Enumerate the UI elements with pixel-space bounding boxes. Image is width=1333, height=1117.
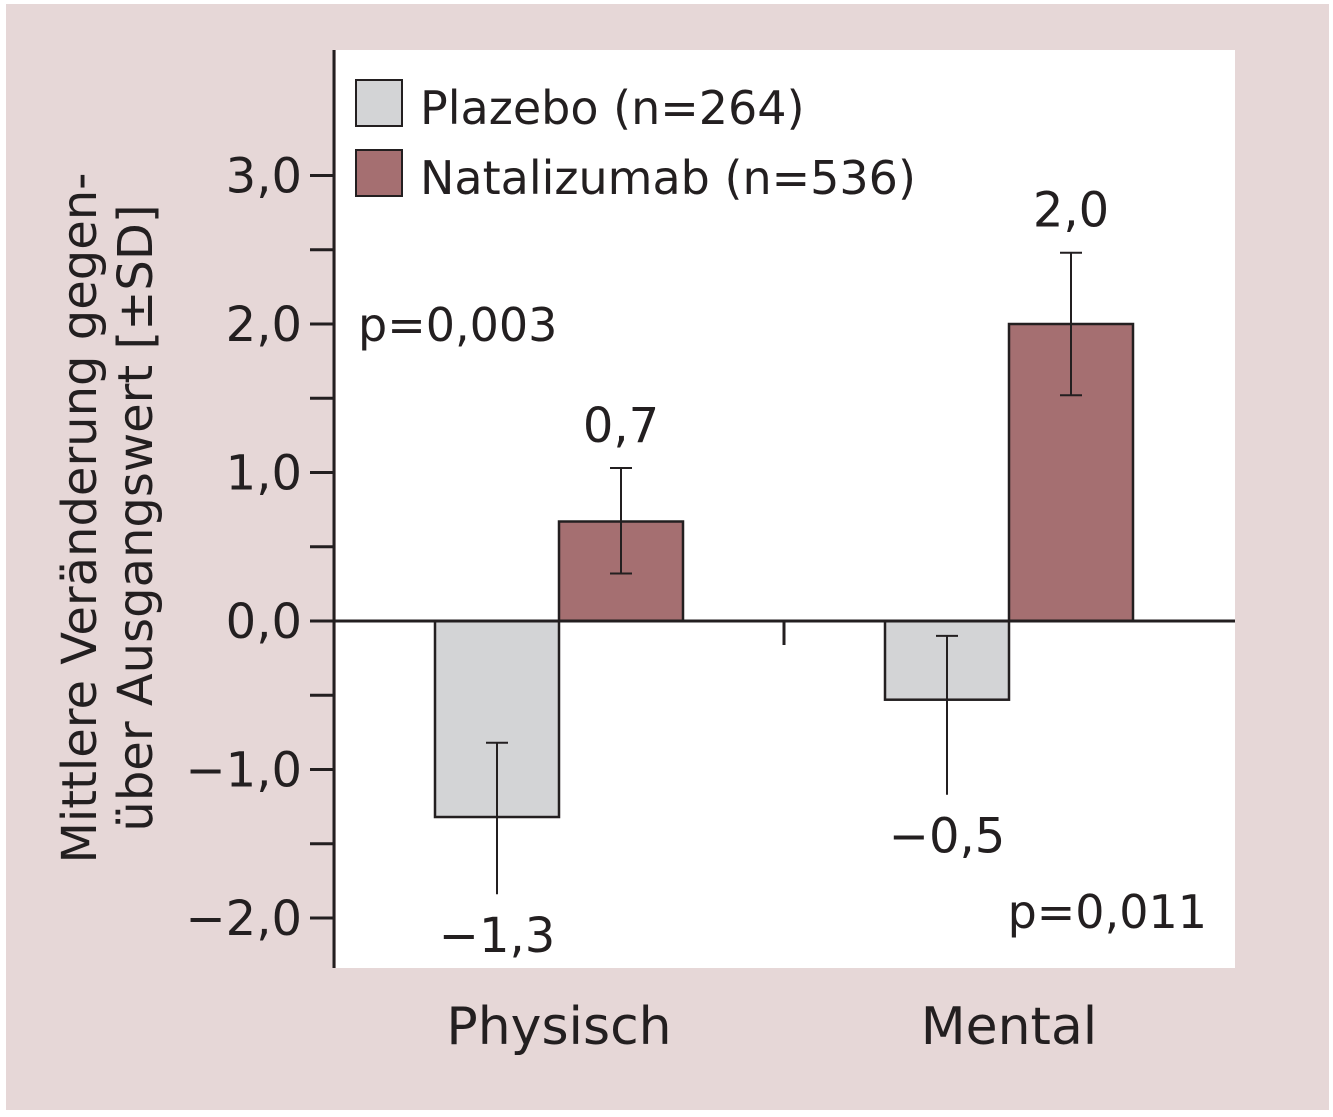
value-label-placebo: −0,5 xyxy=(889,809,1006,865)
p-value-physisch: p=0,003 xyxy=(358,298,557,352)
value-labels-layer: −1,3 −0,5 0,7 2,0 xyxy=(439,183,1109,965)
legend-label-placebo: Plazebo (n=264) xyxy=(420,81,805,135)
legend-swatch-natalizumab xyxy=(355,149,403,197)
y-tick-label: 0,0 xyxy=(226,594,302,650)
value-label-placebo: −1,3 xyxy=(439,908,556,964)
p-value-mental: p=0,011 xyxy=(1008,885,1207,939)
legend: Plazebo (n=264) Natalizumab (n=536) xyxy=(355,79,916,205)
value-label-natalizumab: 0,7 xyxy=(583,398,659,454)
y-axis-title-line-2: über Ausgangswert [±SD] xyxy=(108,204,164,831)
y-axis-title-line-1: Mittlere Veränderung gegen- xyxy=(52,173,108,864)
y-tick-label: −1,0 xyxy=(185,743,302,799)
legend-label-natalizumab: Natalizumab (n=536) xyxy=(420,151,916,205)
y-tick-label: 1,0 xyxy=(226,446,302,502)
category-label-mental: Mental xyxy=(921,997,1098,1057)
error-bars-layer xyxy=(486,251,1082,895)
legend-swatch-placebo xyxy=(355,79,403,127)
y-tick-label: 2,0 xyxy=(226,297,302,353)
y-tick-label: 3,0 xyxy=(226,149,302,205)
axes-layer: 3,0 2,0 1,0 0,0 −1,0 −2,0 xyxy=(185,50,1235,968)
labels-layer: Mittlere Veränderung gegen- über Ausgang… xyxy=(52,173,1207,1057)
category-label-physisch: Physisch xyxy=(446,997,671,1057)
y-tick-label: −2,0 xyxy=(185,891,302,947)
value-label-natalizumab: 2,0 xyxy=(1033,183,1109,239)
